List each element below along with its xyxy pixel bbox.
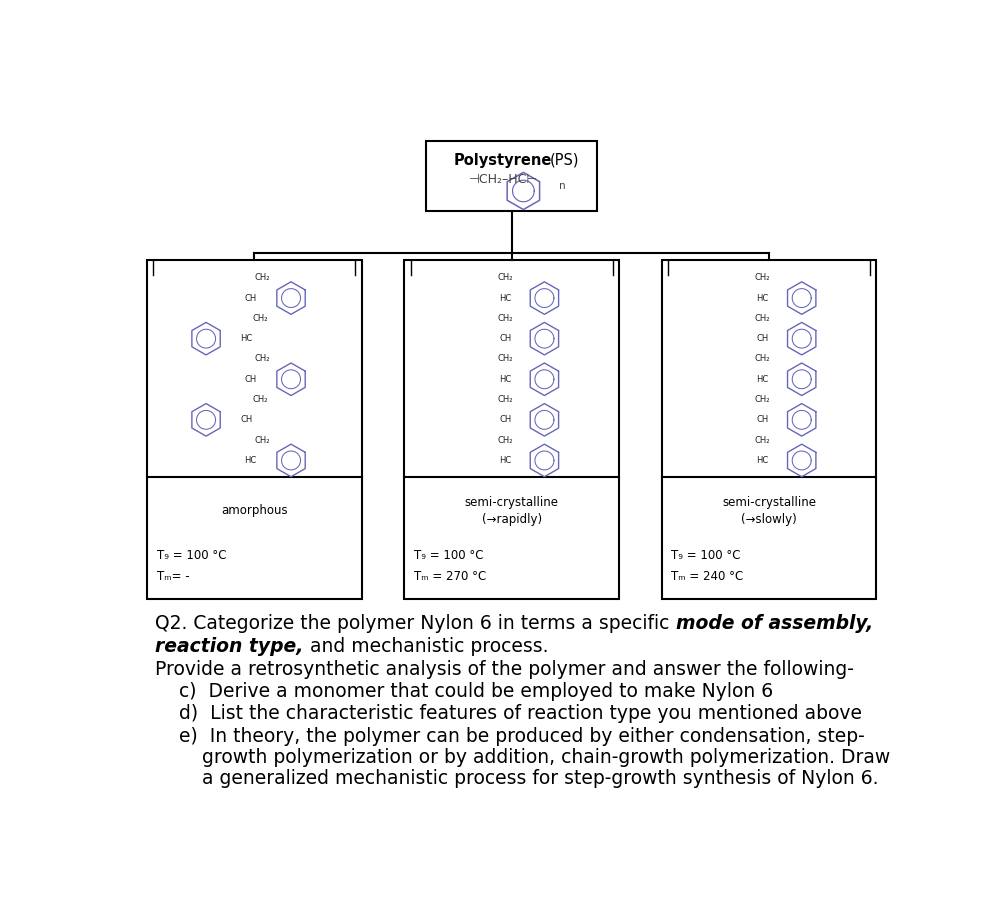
Text: T₉ = 100 °C: T₉ = 100 °C [671, 549, 740, 562]
Text: HC: HC [757, 294, 769, 303]
Text: CH: CH [757, 335, 769, 344]
Text: n: n [559, 181, 565, 191]
Text: mode of assembly,: mode of assembly, [676, 614, 873, 633]
Text: CH: CH [240, 415, 253, 425]
Text: semi-crystalline
(→slowly): semi-crystalline (→slowly) [722, 495, 816, 525]
Text: ⊣CH₂–HC⊢: ⊣CH₂–HC⊢ [469, 173, 538, 185]
Text: HC: HC [240, 335, 253, 344]
Text: CH: CH [499, 335, 512, 344]
Bar [147, 260, 361, 599]
Text: CH: CH [244, 294, 257, 303]
Text: Tₘ= -: Tₘ= - [157, 570, 189, 584]
Text: CH₂: CH₂ [498, 314, 513, 323]
Text: CH₂: CH₂ [754, 355, 771, 364]
Text: CH₂: CH₂ [253, 314, 269, 323]
Text: CH₂: CH₂ [498, 274, 513, 283]
Text: CH₂: CH₂ [754, 274, 771, 283]
Text: CH₂: CH₂ [754, 435, 771, 445]
Text: CH: CH [757, 415, 769, 425]
Text: CH₂: CH₂ [498, 355, 513, 364]
Text: HC: HC [499, 456, 512, 464]
Text: HC: HC [499, 294, 512, 303]
Text: T₉ = 100 °C: T₉ = 100 °C [413, 549, 483, 562]
Text: e)  In theory, the polymer can be produced by either condensation, step-: e) In theory, the polymer can be produce… [179, 726, 864, 745]
Text: and mechanistic process.: and mechanistic process. [304, 637, 548, 656]
Bar [404, 260, 619, 599]
Text: T₉ = 100 °C: T₉ = 100 °C [157, 549, 226, 562]
Text: CH: CH [244, 375, 257, 384]
Text: a generalized mechanistic process for step-growth synthesis of Nylon 6.: a generalized mechanistic process for st… [202, 769, 878, 788]
Text: CH₂: CH₂ [498, 435, 513, 445]
Text: HC: HC [757, 375, 769, 384]
Text: CH₂: CH₂ [255, 355, 270, 364]
Text: CH₂: CH₂ [754, 395, 771, 405]
Text: Q2. Categorize the polymer Nylon 6 in terms a specific: Q2. Categorize the polymer Nylon 6 in te… [155, 614, 676, 633]
Text: Polystyrene: Polystyrene [453, 153, 551, 167]
Bar [426, 141, 598, 211]
Text: semi-crystalline
(→rapidly): semi-crystalline (→rapidly) [465, 495, 558, 525]
Text: CH: CH [499, 415, 512, 425]
Text: CH₂: CH₂ [253, 395, 269, 405]
Text: reaction type,: reaction type, [155, 637, 304, 656]
Text: (PS): (PS) [550, 153, 579, 167]
Bar [662, 260, 876, 599]
Text: HC: HC [499, 375, 512, 384]
Text: Tₘ = 240 °C: Tₘ = 240 °C [671, 570, 743, 584]
Text: CH₂: CH₂ [754, 314, 771, 323]
Text: Tₘ = 270 °C: Tₘ = 270 °C [413, 570, 486, 584]
Text: amorphous: amorphous [221, 504, 288, 517]
Text: Provide a retrosynthetic analysis of the polymer and answer the following-: Provide a retrosynthetic analysis of the… [155, 660, 854, 678]
Text: c)  Derive a monomer that could be employed to make Nylon 6: c) Derive a monomer that could be employ… [179, 682, 773, 701]
Text: d)  List the characteristic features of reaction type you mentioned above: d) List the characteristic features of r… [179, 704, 862, 724]
Text: HC: HC [757, 456, 769, 464]
Text: growth polymerization or by addition, chain-growth polymerization. Draw: growth polymerization or by addition, ch… [202, 748, 890, 766]
Text: CH₂: CH₂ [498, 395, 513, 405]
Text: CH₂: CH₂ [255, 435, 270, 445]
Text: HC: HC [244, 456, 257, 464]
Text: CH₂: CH₂ [255, 274, 270, 283]
